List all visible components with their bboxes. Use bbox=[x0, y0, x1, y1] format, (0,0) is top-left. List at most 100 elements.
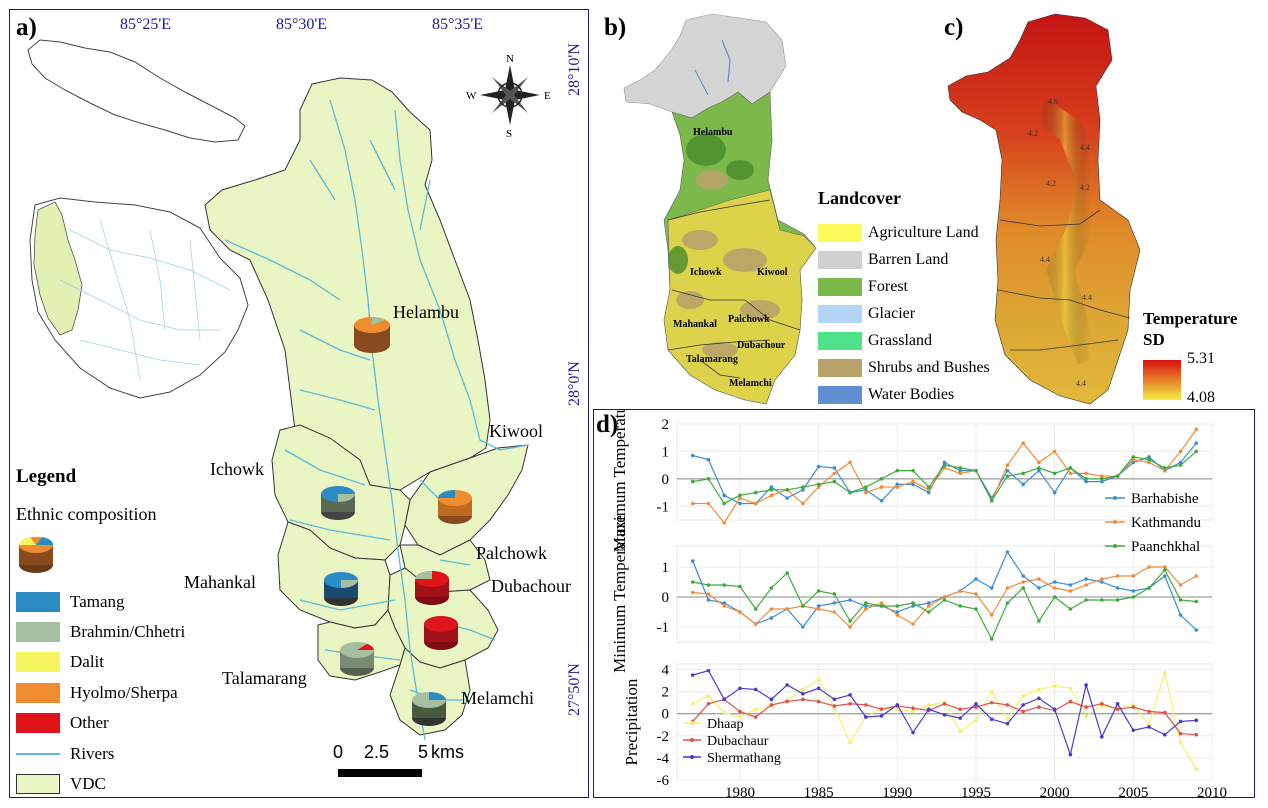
legend-item-hyolmo: Hyolmo/Sherpa bbox=[16, 682, 178, 704]
data-point bbox=[738, 584, 742, 589]
x-tick-label: 2005 bbox=[1118, 785, 1148, 797]
panel-a-map bbox=[9, 9, 589, 798]
data-point bbox=[816, 699, 821, 704]
data-point bbox=[1052, 580, 1057, 584]
legend-key-dot bbox=[690, 755, 694, 759]
data-point bbox=[785, 699, 789, 704]
data-point bbox=[690, 701, 695, 706]
data-point bbox=[1005, 550, 1010, 554]
data-point bbox=[879, 477, 884, 481]
data-point bbox=[722, 710, 727, 715]
lon-tick-3: 85°35'E bbox=[432, 16, 484, 33]
data-point bbox=[1037, 619, 1041, 623]
legend-item-label: Other bbox=[70, 713, 109, 732]
data-point bbox=[1162, 710, 1167, 715]
data-point bbox=[832, 697, 837, 702]
data-point bbox=[1068, 699, 1073, 704]
data-point bbox=[769, 697, 774, 702]
data-point bbox=[753, 715, 758, 719]
data-point bbox=[895, 482, 900, 487]
pie-ichowk bbox=[321, 486, 355, 520]
data-point bbox=[1115, 701, 1120, 706]
data-point bbox=[1115, 586, 1120, 590]
legend-label: Shermathang bbox=[707, 751, 781, 766]
data-point bbox=[801, 692, 805, 696]
landcover-item-label: Water Bodies bbox=[868, 386, 955, 403]
data-point bbox=[816, 482, 821, 487]
y-axis-label: Precipitation bbox=[622, 678, 641, 765]
legend-item-other: Other bbox=[16, 712, 109, 734]
data-point bbox=[1021, 574, 1025, 578]
data-point bbox=[1052, 595, 1057, 599]
data-point bbox=[706, 457, 711, 462]
data-point bbox=[1037, 687, 1041, 692]
data-point bbox=[895, 468, 900, 473]
pie-talamarang bbox=[340, 642, 374, 676]
data-point bbox=[1021, 471, 1025, 476]
data-point bbox=[895, 707, 900, 712]
data-point bbox=[1068, 589, 1073, 593]
data-point bbox=[879, 485, 884, 489]
data-point bbox=[816, 604, 821, 608]
data-point bbox=[706, 694, 711, 698]
data-point bbox=[801, 697, 805, 702]
data-point bbox=[1178, 731, 1183, 736]
temperature-max-label: 5.31 bbox=[1187, 350, 1215, 367]
data-point bbox=[801, 501, 805, 506]
data-point bbox=[1037, 696, 1041, 701]
data-point bbox=[911, 601, 915, 605]
legend-item-label: Hyolmo/Sherpa bbox=[70, 683, 178, 702]
temperature-min-label: 4.08 bbox=[1187, 389, 1215, 406]
data-point bbox=[926, 604, 931, 608]
data-point bbox=[769, 616, 774, 620]
legend-item-label: Rivers bbox=[70, 744, 115, 763]
contour-label: 4.4 bbox=[1080, 143, 1090, 152]
data-point bbox=[722, 520, 727, 525]
y-axis-label: Minimum Temperature bbox=[610, 515, 629, 673]
data-point bbox=[816, 607, 821, 611]
data-point bbox=[942, 713, 947, 717]
place-palchowk: Palchowk bbox=[728, 314, 770, 325]
data-point bbox=[864, 601, 868, 605]
legend-item-tamang: Tamang bbox=[16, 591, 125, 613]
landcover-item-label: Glacier bbox=[868, 305, 916, 322]
data-point bbox=[785, 496, 789, 500]
data-point bbox=[690, 673, 695, 677]
data-point bbox=[722, 501, 727, 506]
data-point bbox=[848, 693, 852, 697]
panel-d-label: d) bbox=[596, 411, 619, 438]
data-point bbox=[1162, 671, 1167, 675]
data-point bbox=[911, 482, 915, 487]
data-point bbox=[958, 589, 963, 593]
vdc-label-mahankal: Mahankal bbox=[184, 572, 256, 592]
data-point bbox=[1162, 466, 1167, 470]
pie-palchowk bbox=[415, 571, 449, 605]
y-tick-label: 2 bbox=[662, 417, 670, 433]
legend-item-label: VDC bbox=[70, 774, 106, 793]
data-point bbox=[1005, 463, 1010, 467]
chart-plot-area bbox=[676, 663, 1213, 781]
y-tick-label: 2 bbox=[662, 685, 670, 701]
vdc-label-palchowk: Palchowk bbox=[476, 543, 547, 563]
data-point bbox=[1068, 466, 1073, 470]
data-point bbox=[848, 598, 852, 602]
data-point bbox=[864, 703, 868, 707]
data-point bbox=[879, 601, 884, 605]
data-point bbox=[1131, 728, 1136, 733]
data-point bbox=[942, 463, 947, 467]
data-point bbox=[1052, 586, 1057, 590]
data-point bbox=[706, 598, 711, 602]
data-point bbox=[801, 488, 805, 492]
landcover-item-shrubs: Shrubs and Bushes bbox=[818, 357, 990, 379]
district-inset bbox=[29, 197, 249, 399]
data-point bbox=[832, 601, 837, 605]
scalebar-tick-2: 5 bbox=[418, 742, 429, 762]
data-point bbox=[958, 471, 963, 476]
legend-item-dalit: Dalit bbox=[16, 651, 104, 673]
data-point bbox=[785, 488, 789, 492]
data-point bbox=[816, 464, 821, 469]
data-point bbox=[942, 595, 947, 599]
data-point bbox=[1115, 598, 1120, 602]
data-point bbox=[706, 583, 711, 587]
data-point bbox=[832, 704, 837, 708]
